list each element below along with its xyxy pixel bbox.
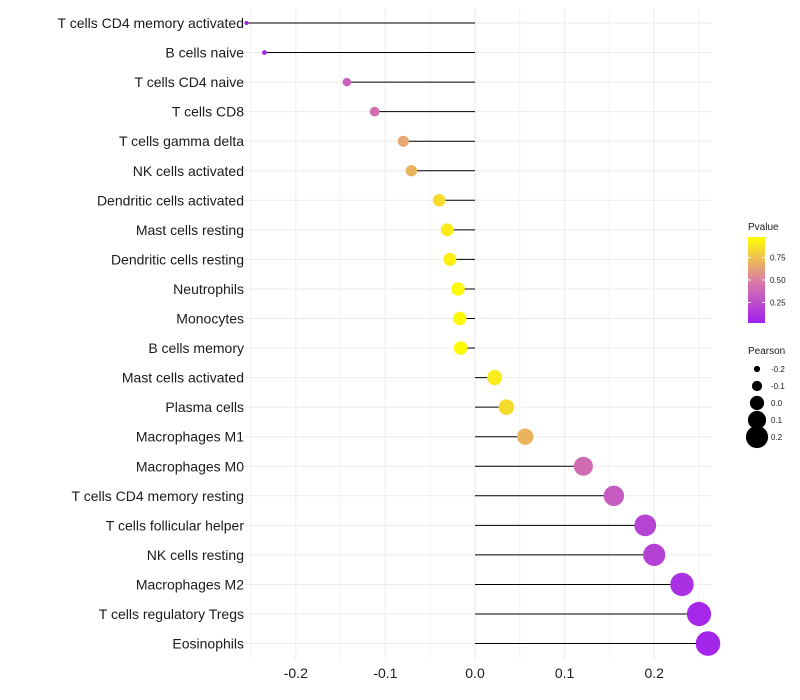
y-tick-label: B cells naive [165,45,244,61]
y-tick-label: Plasma cells [165,399,244,415]
size-legend-label: 0.0 [771,399,783,408]
lollipop-point [643,543,666,567]
lollipop-point [487,370,503,386]
y-tick-label: Macrophages M1 [136,429,244,445]
lollipop-point [695,631,721,656]
y-tick-label: T cells CD8 [172,104,244,120]
lollipop-point [244,21,249,25]
grid-layer [244,8,712,660]
y-tick-label: Mast cells resting [136,222,244,238]
colorbar-tick-label: 0.25 [770,298,786,307]
x-tick-label: 0.1 [555,665,575,681]
size-legend-label: 0.2 [771,433,783,442]
y-tick-label: T cells follicular helper [106,517,245,533]
lollipop-point [453,311,467,326]
lollipop-point [498,399,515,415]
lollipop-point [397,135,409,147]
colorbar-tick-label: 0.75 [770,254,786,263]
y-tick-label: Eosinophils [172,636,244,652]
pearson-legend-title: Pearson [748,346,785,357]
y-tick-label: T cells CD4 naive [135,74,245,90]
size-legend-label: -0.2 [771,365,785,374]
y-tick-label: Monocytes [176,311,244,327]
size-legend-key [753,365,761,373]
y-tick-label: Dendritic cells activated [97,192,244,208]
size-legend-key [745,425,769,449]
x-axis-tick-labels: -0.2 -0.1 0.0 0.1 0.2 [284,665,664,681]
y-tick-label: NK cells activated [133,163,244,179]
lollipop-point [453,341,468,355]
x-tick-label: 0.2 [644,665,664,681]
y-tick-label: Neutrophils [173,281,244,297]
lollipop-point [670,572,694,597]
x-tick-label: 0.0 [465,665,485,681]
lollipop-point [405,165,418,177]
size-legend-label: 0.1 [771,416,783,425]
y-tick-label: Macrophages M0 [136,458,244,474]
y-tick-label: T cells regulatory Tregs [99,606,244,622]
y-tick-label: T cells CD4 memory activated [58,15,244,31]
size-legend-label: -0.1 [771,382,785,391]
point-layer [244,21,721,656]
y-tick-label: T cells gamma delta [119,133,244,149]
lollipop-point [686,601,712,627]
size-legend-key [749,395,765,411]
y-axis-labels: T cells CD4 memory activated B cells naiv… [58,15,245,652]
size-legend-key [751,380,763,392]
y-tick-label: T cells CD4 memory resting [72,488,244,504]
y-tick-label: NK cells resting [147,547,244,563]
lollipop-point [369,106,380,117]
lollipop-point [516,428,534,445]
lollipop-point [262,50,267,55]
colorbar-tick-label: 0.50 [770,276,786,285]
lollipop-point [432,194,446,207]
y-tick-label: B cells memory [148,340,244,356]
segment-layer [246,22,708,645]
lollipop-point [451,282,465,296]
lollipop-point [440,223,454,237]
pvalue-colorbar [748,237,765,323]
lollipop-point [603,485,625,506]
x-tick-label: -0.1 [373,665,397,681]
pvalue-legend-title: Pvalue [748,222,779,233]
lollipop-point [634,514,657,537]
y-tick-label: Macrophages M2 [136,576,244,592]
lollipop-point [443,252,457,266]
y-tick-label: Dendritic cells resting [111,251,244,267]
size-legend-key [747,410,767,430]
lollipop-point [573,456,593,476]
pearson-legend: Pearson -0.2 -0.1 0.0 0.1 0.2 [745,346,785,449]
y-tick-label: Mast cells activated [122,370,244,386]
x-tick-label: -0.2 [284,665,308,681]
pvalue-legend: Pvalue 0.25 0.50 0.75 [748,222,786,323]
lollipop-point [342,77,352,87]
